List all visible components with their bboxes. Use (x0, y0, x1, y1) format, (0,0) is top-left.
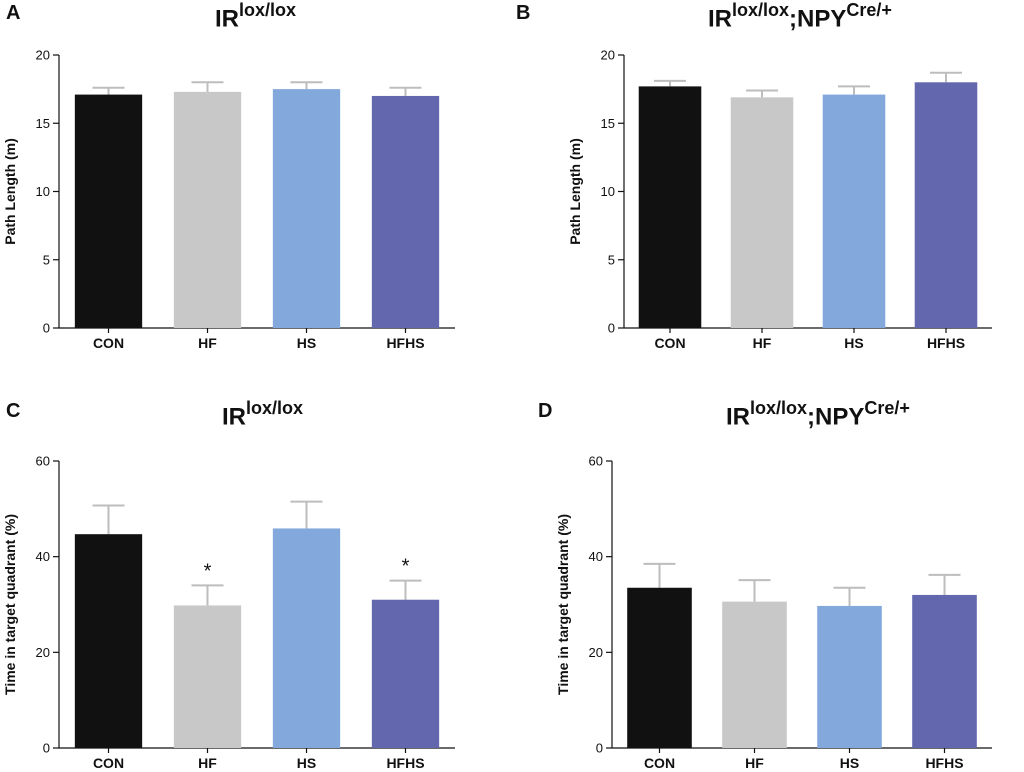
bar-hf (722, 601, 787, 748)
title-sup: lox/lox (239, 0, 297, 20)
y-axis-label: Path Length (m) (2, 138, 18, 245)
bar-hf (173, 91, 242, 328)
bar-hs (272, 528, 341, 748)
y-axis-label: Time in target quadrant (%) (555, 514, 571, 695)
bar-con (638, 86, 702, 329)
x-tick-label: CON (654, 335, 685, 351)
panel-title: IRlox/lox (222, 398, 303, 431)
x-tick-label: HF (198, 335, 217, 351)
y-tick-label: 40 (36, 549, 50, 564)
title-sup2: Cre/+ (864, 398, 910, 418)
x-tick-label: HFHS (925, 755, 963, 771)
y-axis-label: Path Length (m) (567, 138, 583, 245)
y-tick-label: 40 (589, 549, 603, 564)
bar-hs (272, 89, 341, 328)
y-tick-label: 20 (589, 645, 603, 660)
significance-marker: * (204, 560, 212, 582)
x-tick-label: HS (297, 755, 316, 771)
panel-letter: C (6, 400, 21, 422)
title-sup: lox/lox (246, 398, 304, 418)
y-tick-label: 60 (589, 454, 603, 469)
x-tick-label: HF (753, 335, 772, 351)
panel-b: B IRlox/lox;NPYCre/+ 0 5 10 15 20 Path Length… (512, 0, 1024, 386)
panel-title: IRlox/lox;NPYCre/+ (708, 0, 892, 33)
y-tick-label: 15 (601, 116, 615, 131)
significance-marker: * (402, 556, 410, 578)
title-sup: lox/lox (732, 0, 790, 20)
y-tick-label: 0 (43, 741, 50, 756)
panel-letter: D (538, 400, 553, 422)
title-base: IR (222, 403, 246, 431)
y-tick-label: 60 (36, 454, 50, 469)
panel-d: D IRlox/lox;NPYCre/+ 0 20 40 60 Time in targ… (512, 386, 1024, 772)
y-tick-label: 20 (36, 48, 50, 63)
title-sup: lox/lox (750, 398, 808, 418)
y-tick-label: 5 (43, 252, 50, 267)
x-tick-label: HF (745, 755, 764, 771)
x-tick-label: HS (297, 335, 316, 351)
title-base: IR (726, 403, 750, 431)
x-tick-label: CON (644, 755, 675, 771)
y-tick-label: 5 (608, 252, 615, 267)
y-tick-label: 0 (43, 321, 50, 336)
y-tick-label: 0 (608, 321, 615, 336)
y-axis-label: Time in target quadrant (%) (2, 514, 18, 695)
title-mid: ;NPY (789, 5, 847, 33)
y-tick-label: 15 (36, 116, 50, 131)
bar-hf (730, 97, 794, 328)
title-base: IR (708, 5, 732, 33)
bar-con (627, 587, 692, 748)
panel-c: C IRlox/lox 0 20 40 60 Time in target quadra… (0, 386, 512, 772)
panel-title: IRlox/lox;NPYCre/+ (726, 398, 910, 431)
x-tick-label: HF (198, 755, 217, 771)
title-mid: ;NPY (807, 403, 865, 431)
x-tick-label: HFHS (386, 335, 424, 351)
title-sup2: Cre/+ (846, 0, 892, 20)
panel-a: A IRlox/lox 0 5 10 15 20 Path Length (m) CON HF… (0, 0, 512, 386)
bar-hs (817, 605, 882, 748)
y-tick-label: 20 (36, 645, 50, 660)
chart-c-svg: 0 20 40 60 Time in target quadrant (%) CON HF *… (2, 454, 455, 771)
panel-letter: B (516, 2, 531, 24)
bar-hs (822, 94, 886, 329)
bar-con (74, 94, 143, 329)
y-tick-label: 0 (596, 741, 603, 756)
x-tick-label: HS (840, 755, 859, 771)
y-tick-label: 10 (601, 184, 615, 199)
bar-hfhs (914, 82, 978, 328)
y-tick-label: 20 (601, 48, 615, 63)
x-tick-label: HS (844, 335, 863, 351)
bar-hf (173, 605, 242, 748)
bar-con (74, 534, 143, 748)
bar-hfhs (912, 594, 977, 748)
bar-hfhs (371, 95, 440, 328)
x-tick-label: CON (93, 755, 124, 771)
panel-letter: A (6, 2, 21, 24)
panel-title: IRlox/lox (215, 0, 296, 33)
x-tick-label: CON (93, 335, 124, 351)
x-tick-label: HFHS (386, 755, 424, 771)
x-tick-label: HFHS (927, 335, 965, 351)
bar-hfhs (371, 599, 440, 748)
y-tick-label: 10 (36, 184, 50, 199)
title-base: IR (215, 5, 239, 33)
